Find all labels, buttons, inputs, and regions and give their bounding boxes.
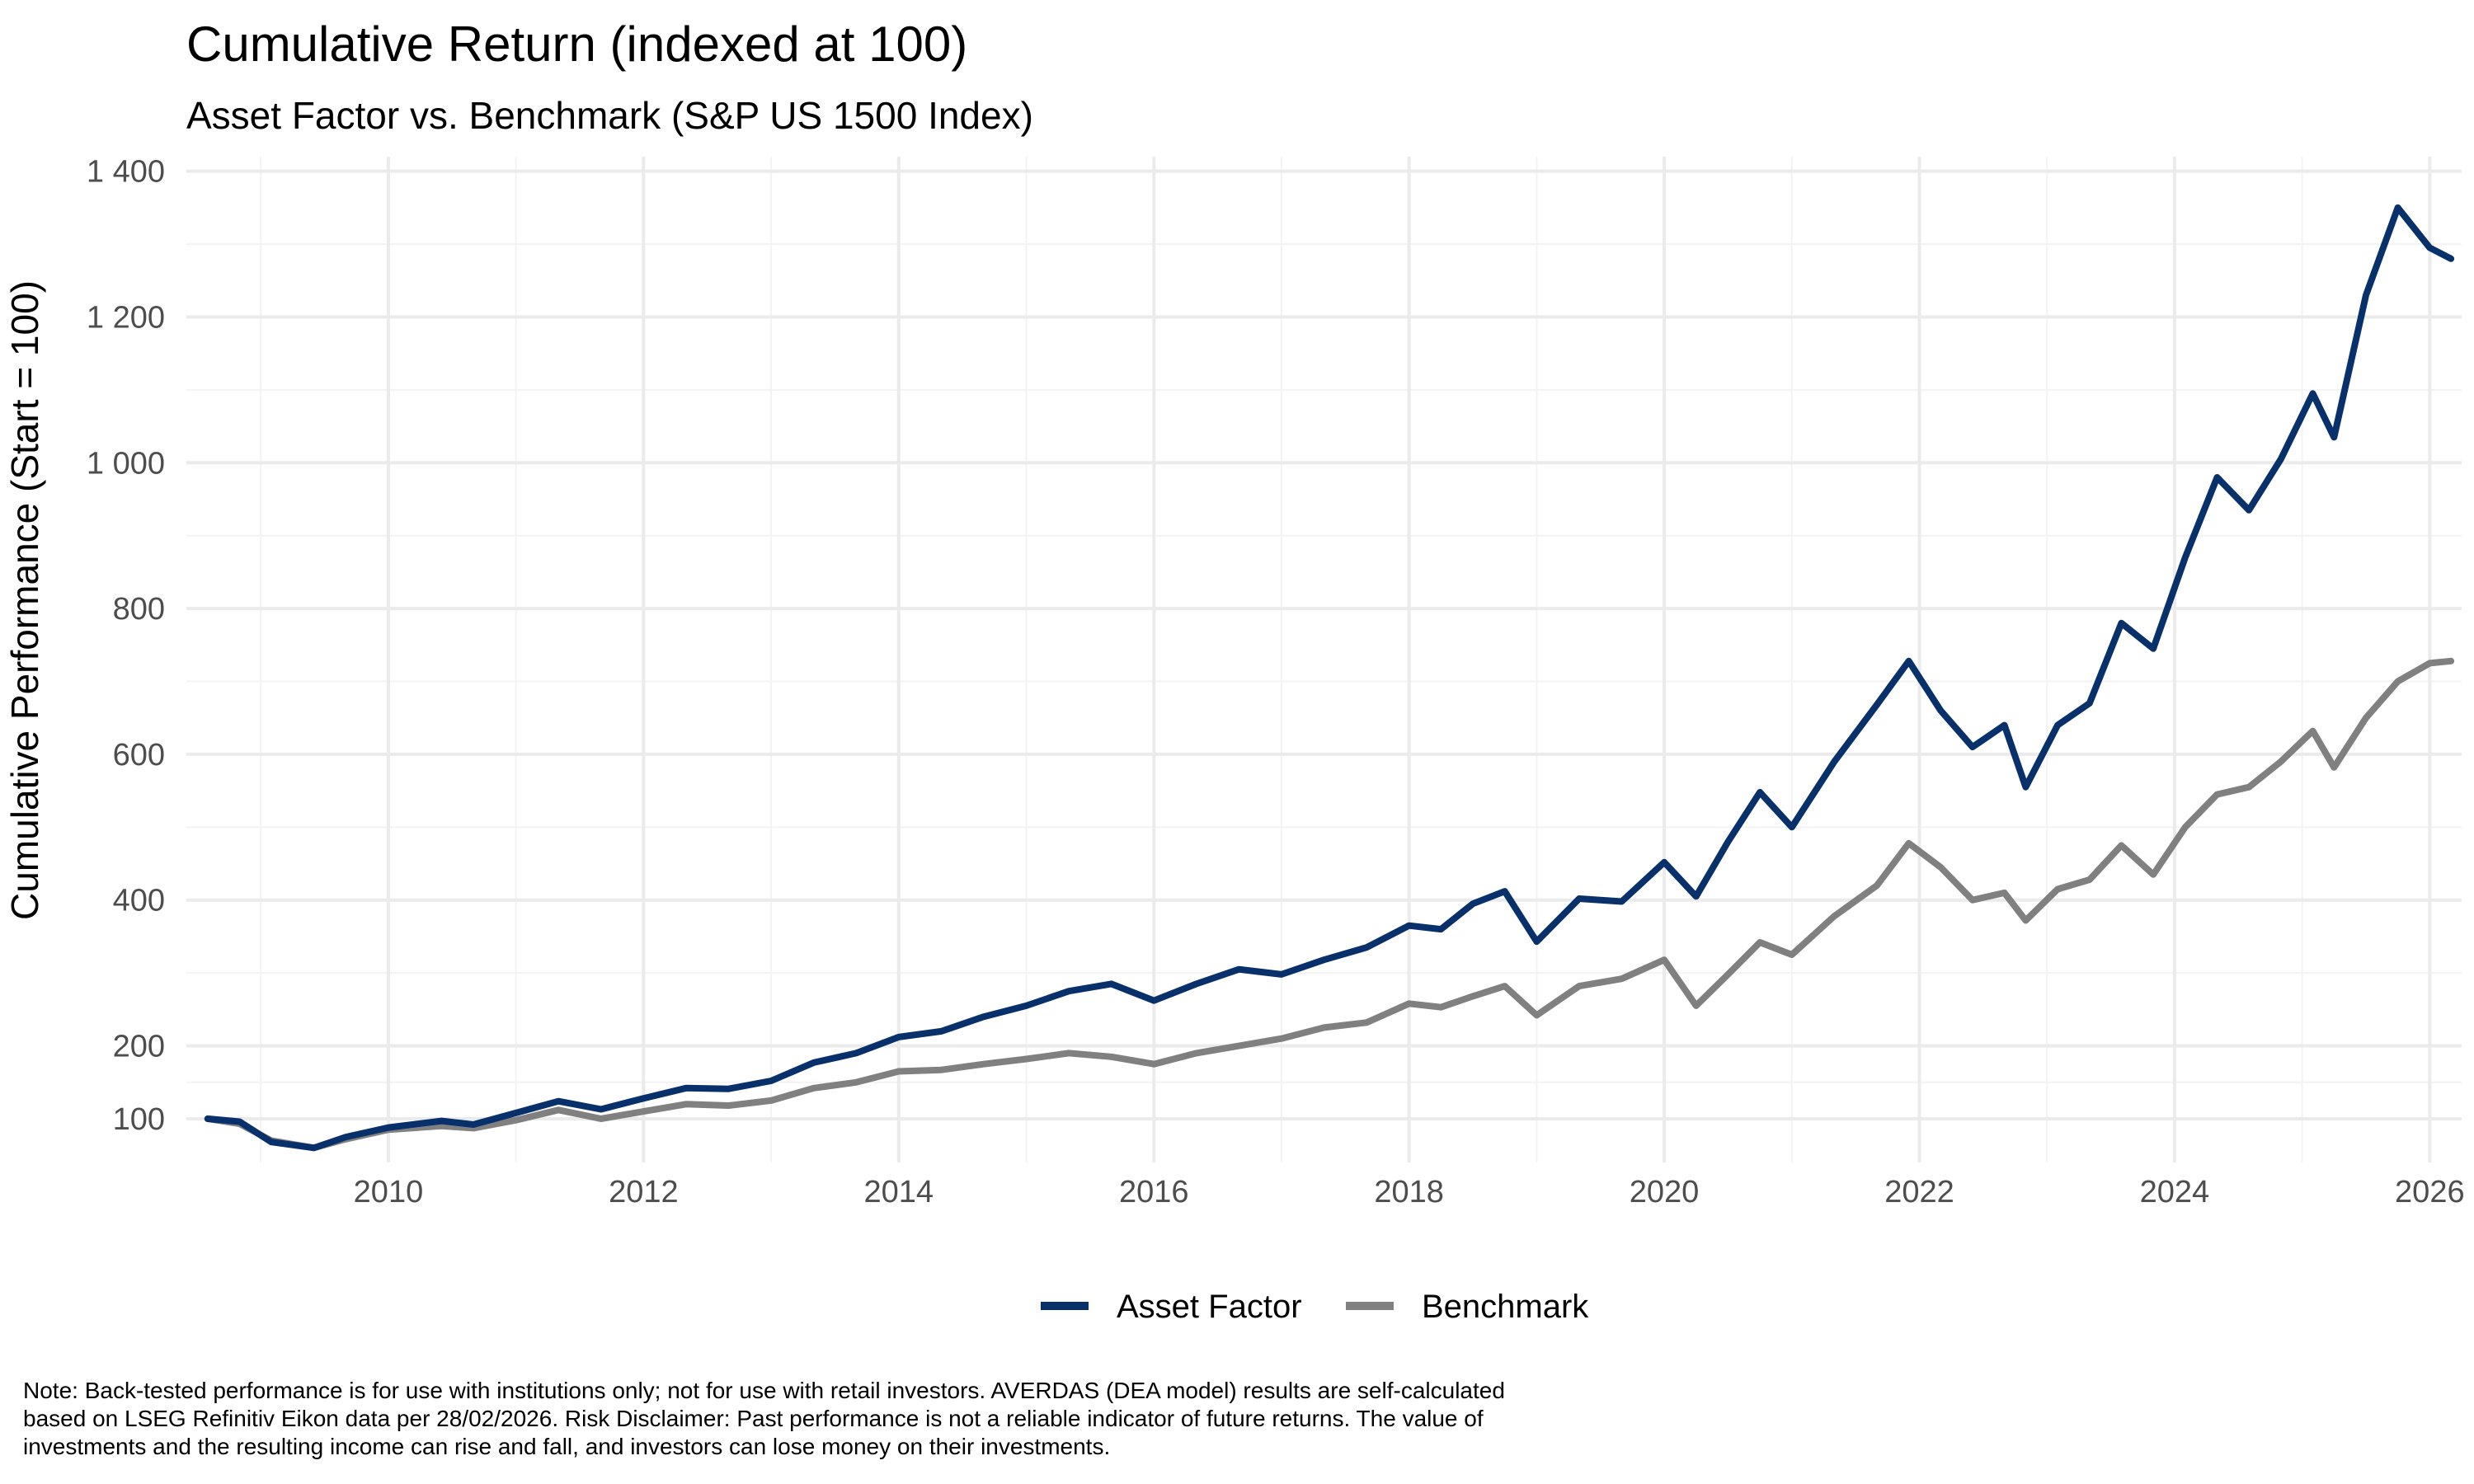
x-axis-tick-labels: 2010 2012 2014 2016 2018 2020 2022 2024 2026 [354,1175,2465,1209]
x-tick-label: 2010 [354,1175,424,1209]
y-tick-label: 1 200 [87,300,165,335]
x-tick-label: 2014 [864,1175,934,1209]
footnote-line-1: Note: Back-tested performance is for use… [23,1378,1505,1403]
footnote-line-2: based on LSEG Refinitiv Eikon data per 2… [23,1406,1484,1431]
x-tick-label: 2026 [2395,1175,2465,1209]
y-tick-label: 400 [113,884,165,918]
y-tick-label: 200 [113,1030,165,1064]
legend: Asset Factor Benchmark [1041,1289,1589,1325]
x-tick-label: 2016 [1119,1175,1189,1209]
x-tick-label: 2018 [1374,1175,1444,1209]
y-axis-tick-labels: 100 200 400 600 800 1 000 1 200 1 400 [87,155,165,1137]
x-tick-label: 2020 [1630,1175,1700,1209]
series-lines [204,204,2455,1152]
y-axis-title: Cumulative Performance (Start = 100) [3,280,46,920]
chart-title: Cumulative Return (indexed at 100) [186,16,967,72]
y-tick-label: 100 [113,1102,165,1137]
x-tick-label: 2024 [2140,1175,2210,1209]
series-line-asset-factor [204,204,2455,1152]
series-line-benchmark [204,657,2455,1152]
y-tick-label: 1 400 [87,155,165,190]
y-tick-label: 800 [113,592,165,627]
legend-label-asset-factor: Asset Factor [1117,1289,1302,1325]
chart-subtitle: Asset Factor vs. Benchmark (S&P US 1500 … [186,94,1033,137]
x-tick-label: 2012 [609,1175,679,1209]
y-tick-label: 600 [113,738,165,773]
y-tick-label: 1 000 [87,446,165,481]
x-tick-label: 2022 [1884,1175,1954,1209]
grid-lines [186,157,2462,1162]
footnote-line-3: investments and the resulting income can… [23,1434,1110,1459]
legend-label-benchmark: Benchmark [1422,1289,1589,1325]
